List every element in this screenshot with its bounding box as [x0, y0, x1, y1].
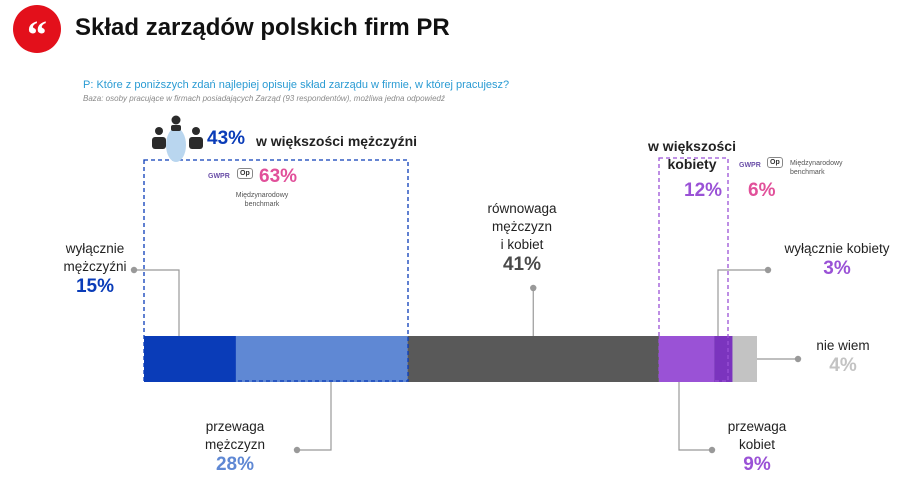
- connector-dot-only-men: [130, 266, 138, 274]
- connector-dot-mostly-women: [708, 446, 716, 454]
- bar-segment-mostly-women: [658, 336, 715, 382]
- men-majority-benchmark-label: Międzynarodowy benchmark: [235, 192, 289, 208]
- connector-dot-equal: [530, 284, 537, 292]
- men-majority-bracket: [143, 159, 409, 382]
- survey-base-note: Baza: osoby pracujące w firmach posiadaj…: [83, 94, 445, 103]
- bar-segment-mostly-men: [235, 336, 408, 382]
- survey-question: P: Które z poniższych zdań najlepiej opi…: [83, 79, 510, 91]
- connector-mostly-women: [678, 382, 712, 451]
- bar-segment-only-men: [144, 336, 236, 382]
- segment-value-dont-know: 4%: [829, 355, 857, 376]
- segment-label-only-men: wyłącznie mężczyźni 15%: [35, 240, 155, 296]
- bar-segment-equal: [407, 336, 659, 382]
- gwpr-badge-icon-2: GWPR: [739, 162, 761, 169]
- op-badge-icon-2: Op: [767, 157, 783, 168]
- segment-label-equal: równowaga mężczyzn i kobiet 41%: [462, 200, 582, 274]
- connector-dot-dont-know: [794, 355, 802, 363]
- segment-value-equal: 41%: [502, 254, 542, 275]
- men-majority-value: 43%: [207, 128, 246, 149]
- men-majority-benchmark-value: 63%: [259, 166, 298, 187]
- gwpr-badge-icon: GWPR: [208, 173, 230, 180]
- op-badge-icon: Op: [237, 168, 253, 179]
- segment-label-only-women: wyłącznie kobiety 3%: [772, 240, 902, 278]
- quote-logo-icon: “: [13, 5, 61, 57]
- team-people-icon: [152, 115, 203, 162]
- women-majority-benchmark-label: Międzynarodowy benchmark: [790, 160, 843, 176]
- page-title: Skład zarządów polskich firm PR: [75, 14, 450, 41]
- segment-value-only-men: 15%: [75, 276, 115, 297]
- men-majority-label: w większości mężczyźni: [256, 133, 418, 149]
- segment-value-mostly-women: 9%: [743, 454, 771, 475]
- women-majority-benchmark-value: 6%: [748, 180, 776, 201]
- bar-segment-dont-know: [732, 336, 757, 382]
- connector-dot-mostly-men: [293, 446, 301, 454]
- connector-mostly-men: [297, 382, 332, 451]
- segment-value-mostly-men: 28%: [215, 454, 255, 475]
- bar-segment-only-women: [714, 336, 733, 382]
- segment-label-dont-know: nie wiem 4%: [803, 337, 883, 375]
- women-majority-bracket: [658, 157, 729, 382]
- connector-only-women: [717, 269, 768, 336]
- connector-dot-only-women: [764, 266, 772, 274]
- women-majority-label: w większości kobiety: [648, 138, 736, 172]
- segment-value-only-women: 3%: [823, 258, 851, 279]
- women-majority-value: 12%: [684, 180, 723, 201]
- segment-label-mostly-men: przewaga mężczyzn 28%: [175, 418, 295, 474]
- segment-label-mostly-women: przewaga kobiet 9%: [712, 418, 802, 474]
- connector-only-men: [134, 269, 180, 336]
